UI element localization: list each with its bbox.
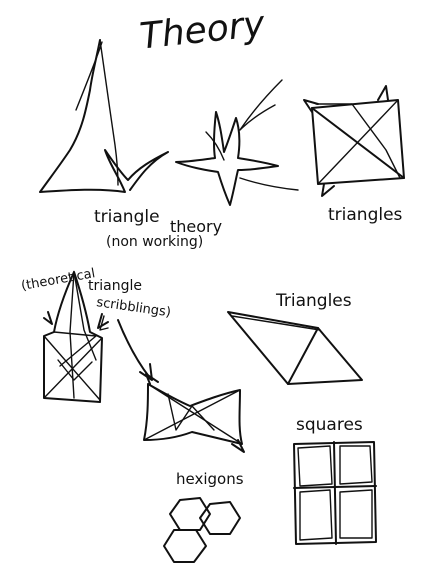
label-hexigons: hexigons: [176, 470, 244, 488]
arrow-sketch: [99, 315, 153, 381]
label-theoretical: (theoretical: [20, 266, 96, 294]
label-triangle-scribblings-2: scribblings): [95, 295, 171, 320]
label-triangle-scribblings-1: triangle: [88, 278, 142, 294]
label-theory: theory: [170, 217, 222, 236]
page-title: Theory: [138, 4, 267, 58]
bowtie-sketch: [143, 373, 245, 453]
star-sketch: [175, 79, 299, 206]
label-squares: squares: [296, 415, 363, 435]
label-triangles-top: triangles: [328, 205, 403, 225]
two-triangles-sketch: [227, 311, 363, 385]
large-triangle-sketch: [39, 39, 169, 193]
label-triangle: triangle: [94, 207, 160, 227]
squares-sketch: [293, 441, 377, 545]
label-triangles-mid: Triangles: [275, 291, 352, 311]
folded-square-sketch: [303, 85, 405, 197]
theoretical-triangle-sketch: [43, 271, 109, 403]
label-non-working: (non working): [106, 234, 203, 250]
hexagons-sketch: [163, 497, 241, 563]
